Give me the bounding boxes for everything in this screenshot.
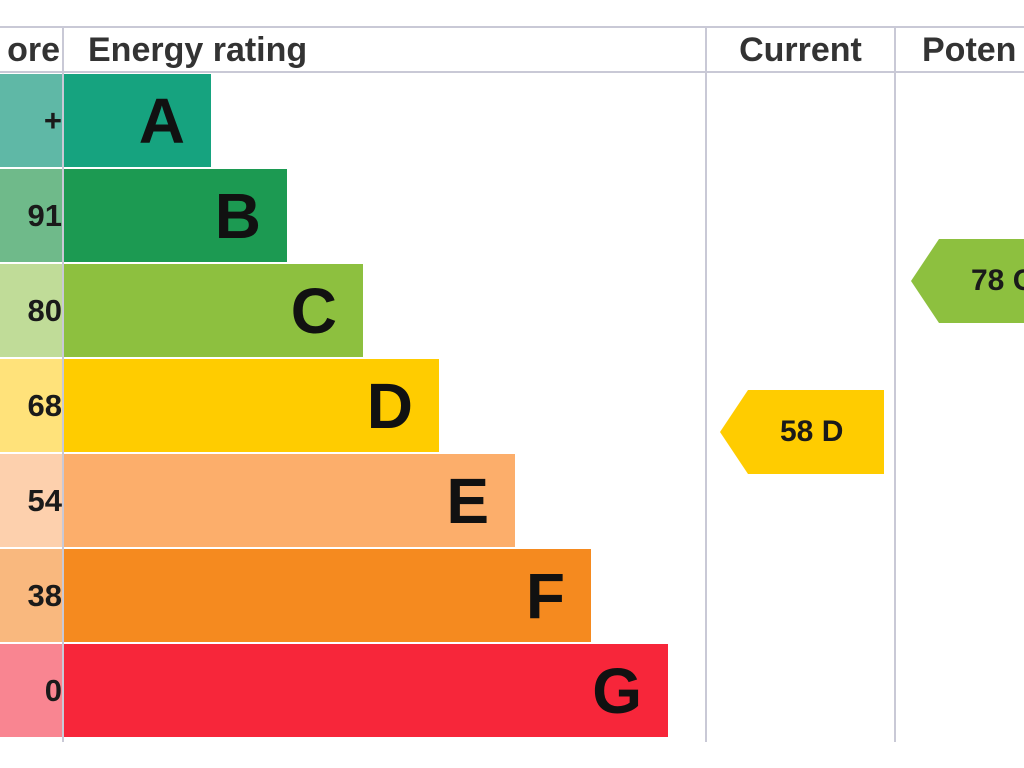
score-cell-f: 38 xyxy=(0,549,62,642)
column-divider-current xyxy=(705,26,707,742)
score-cell-d: 68 xyxy=(0,359,62,452)
current-rating-indicator: 58 D xyxy=(720,390,884,474)
column-divider-potential xyxy=(894,26,896,742)
current-column-header: Current xyxy=(739,31,862,69)
score-cell-g: 0 xyxy=(0,644,62,737)
score-column-header: ore xyxy=(7,31,60,69)
score-cell-e: 54 xyxy=(0,454,62,547)
header-top-border xyxy=(0,26,1024,28)
band-letter-e: E xyxy=(446,464,489,537)
band-letter-c: C xyxy=(290,274,337,347)
band-bar-b: B xyxy=(64,169,287,262)
score-cell-a: + xyxy=(0,74,62,167)
band-bar-d: D xyxy=(64,359,439,452)
rating-column-header: Energy rating xyxy=(88,31,308,69)
band-letter-b: B xyxy=(214,179,261,252)
band-bar-e: E xyxy=(64,454,515,547)
potential-rating-indicator-label: 78 C xyxy=(971,264,1024,297)
potential-rating-indicator: 78 C xyxy=(911,239,1024,323)
band-letter-g: G xyxy=(592,654,642,727)
band-letter-d: D xyxy=(366,369,413,442)
band-bar-c: C xyxy=(64,264,363,357)
score-cell-c: 80 xyxy=(0,264,62,357)
column-divider-score xyxy=(62,26,64,742)
header-bottom-border xyxy=(0,71,1024,73)
score-cell-b: 91 xyxy=(0,169,62,262)
band-bar-g: G xyxy=(64,644,668,737)
band-bar-a: A xyxy=(64,74,211,167)
band-letter-a: A xyxy=(138,84,185,157)
band-letter-f: F xyxy=(525,559,565,632)
band-bar-f: F xyxy=(64,549,591,642)
potential-column-header: Poten xyxy=(922,31,1017,69)
current-rating-indicator-label: 58 D xyxy=(780,415,844,448)
